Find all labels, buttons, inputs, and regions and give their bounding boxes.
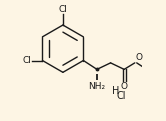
Text: Cl: Cl: [117, 91, 126, 101]
Text: O: O: [121, 82, 128, 91]
Text: NH₂: NH₂: [88, 82, 105, 91]
Text: Cl: Cl: [22, 56, 31, 65]
Text: Cl: Cl: [58, 5, 67, 14]
Text: O: O: [135, 53, 142, 62]
Text: H: H: [112, 86, 120, 96]
